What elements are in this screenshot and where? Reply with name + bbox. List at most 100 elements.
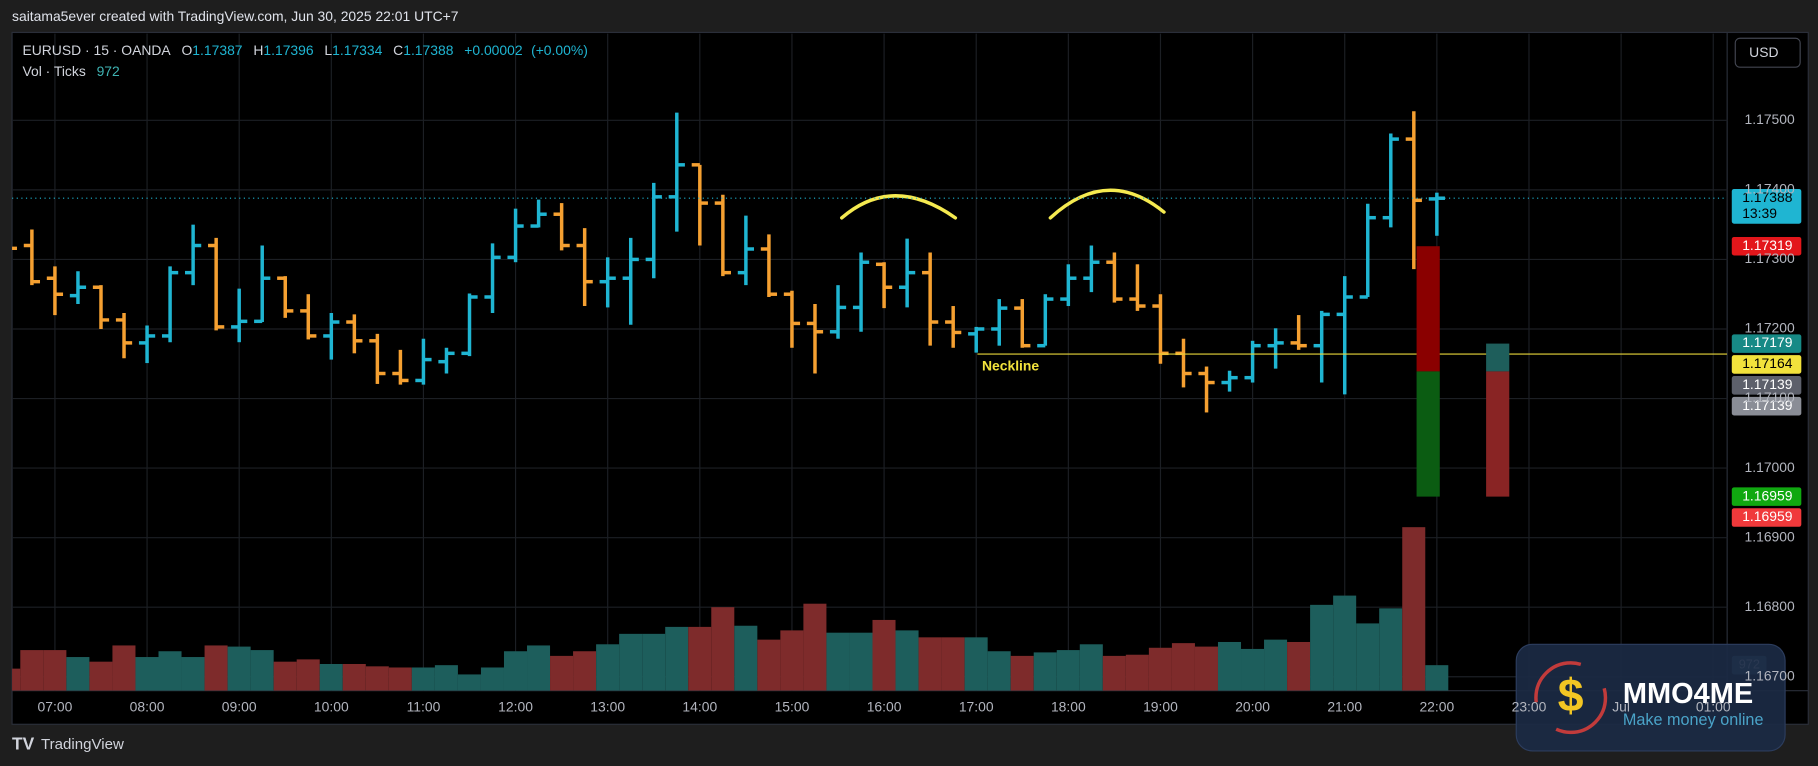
y-tick-label: 1.17300 <box>1745 250 1795 266</box>
x-tick-label: 16:00 <box>867 699 902 715</box>
legend-label: H <box>253 42 263 58</box>
volume-bar <box>918 637 942 691</box>
price-badges: 9721.1738813:391.173191.171791.171641.17… <box>1731 188 1802 675</box>
drawing-arc <box>840 194 958 220</box>
volume-bar <box>895 630 919 691</box>
volume-bar <box>1310 604 1334 691</box>
volume-bar <box>527 645 551 691</box>
volume-bar <box>1079 644 1103 691</box>
legend-value: 1.17387 <box>192 42 242 58</box>
logo-mark: TV <box>12 734 35 754</box>
x-tick-label: 13:00 <box>590 699 625 715</box>
countdown: 13:39 <box>1742 205 1777 221</box>
volume-bar <box>1148 647 1172 691</box>
volume-bar <box>43 650 67 691</box>
volume-bar <box>411 667 435 691</box>
volume-legend-label: Vol · Ticks <box>22 63 85 79</box>
price-badge <box>1731 376 1802 395</box>
legend-value: 1.17334 <box>332 42 382 58</box>
volume-bar <box>1056 650 1080 691</box>
volume-bar <box>112 645 136 691</box>
credit: saitama5ever created with TradingView.co… <box>12 8 459 24</box>
volume-bar <box>66 657 90 691</box>
price-badge <box>1731 188 1802 224</box>
legend-change: +0.00002 <box>464 42 523 58</box>
x-tick-label: 17:00 <box>959 699 994 715</box>
x-tick-label: 09:00 <box>222 699 257 715</box>
position-lower <box>1486 371 1510 497</box>
volume-bar <box>987 651 1011 691</box>
symbol-legend: EURUSD · 15 · OANDA O1.17387 H1.17396 L1… <box>22 42 587 58</box>
volume-bar <box>1333 595 1357 691</box>
volume-bar <box>480 667 504 691</box>
price-badge-label: 1.17139 <box>1742 376 1792 392</box>
volume-bar <box>596 644 620 691</box>
chart-frame <box>11 31 1809 725</box>
volume-bar <box>1102 655 1126 691</box>
volume-bar <box>388 667 412 691</box>
y-tick-label: 1.17000 <box>1745 459 1795 475</box>
volume-bar <box>619 633 643 691</box>
volume-bar <box>319 663 343 691</box>
price-badge-label: 1.17179 <box>1742 334 1792 350</box>
volume-bar <box>803 603 827 691</box>
price-badge-label: 1.17164 <box>1742 355 1792 371</box>
watermark: $ MMO4ME Make money online <box>1515 643 1786 752</box>
x-tick-label: 10:00 <box>314 699 349 715</box>
legend-change-pct: (+0.00%) <box>531 42 588 58</box>
position-upper <box>1486 343 1510 372</box>
volume-bar <box>12 668 21 691</box>
x-tick-label: 21:00 <box>1327 699 1362 715</box>
y-tick-label: 1.16800 <box>1745 598 1795 614</box>
volume-bar <box>434 665 458 691</box>
price-badge-label: 1.17388 <box>1742 189 1792 205</box>
volume-bar <box>89 661 113 691</box>
volume-bar <box>1125 654 1149 691</box>
y-tick-label: 1.17200 <box>1745 320 1795 336</box>
currency[interactable]: USD <box>1749 44 1778 60</box>
volume-bar <box>158 651 182 691</box>
plot-area: Neckline <box>12 111 1728 691</box>
legend-value: 1.17396 <box>263 42 313 58</box>
price-badge-label: 1.17139 <box>1742 397 1792 413</box>
y-tick-label: 1.16700 <box>1745 667 1795 683</box>
volume-bar <box>365 666 389 691</box>
volume-bar <box>503 651 528 691</box>
y-tick-label: 1.17500 <box>1745 111 1795 127</box>
volume-bar <box>181 657 205 691</box>
price-badge <box>1731 396 1802 416</box>
y-tick-label: 1.17100 <box>1745 389 1795 405</box>
volume-bar <box>342 663 366 691</box>
volume-bar <box>204 645 228 691</box>
volume-bar <box>1356 623 1380 691</box>
price-badge <box>1731 355 1802 374</box>
volume-bar <box>1402 527 1426 691</box>
volume-bar <box>250 650 274 691</box>
price-badge <box>1731 508 1802 527</box>
legend-value: 1.17388 <box>403 42 453 58</box>
y-tick-label: 1.16900 <box>1745 528 1795 544</box>
legend-label: O <box>181 42 192 58</box>
volume-bar <box>20 650 44 691</box>
watermark-name: MMO4ME <box>1623 678 1753 710</box>
footer-logo: TV TradingView <box>12 734 124 754</box>
volume-bar <box>135 657 159 691</box>
volume-bar <box>780 630 804 691</box>
volume-bar <box>849 632 873 691</box>
volume-bar <box>1033 652 1057 691</box>
volume-bar <box>273 661 297 691</box>
x-tick-label: 14:00 <box>682 699 717 715</box>
legend-label: L <box>324 42 332 58</box>
x-tick-label: 12:00 <box>498 699 533 715</box>
currency-button[interactable] <box>1734 37 1801 68</box>
volume-bar <box>1010 655 1034 691</box>
x-tick-label: 15:00 <box>775 699 810 715</box>
volume-bar <box>1217 641 1242 691</box>
volume-legend: Vol · Ticks 972 <box>22 63 120 79</box>
volume-bar <box>1194 646 1218 691</box>
x-tick-label: 23:00 <box>1512 699 1547 715</box>
price-badge <box>1731 236 1802 256</box>
volume-bar <box>1171 643 1195 691</box>
watermark-tagline: Make money online <box>1623 711 1764 729</box>
